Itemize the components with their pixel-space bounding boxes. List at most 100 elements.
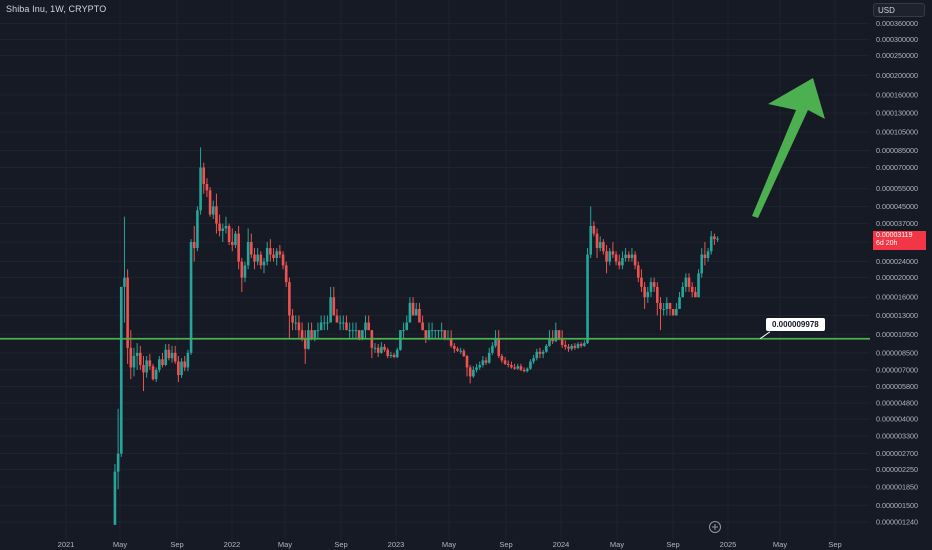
candle bbox=[386, 347, 390, 359]
candle bbox=[579, 342, 583, 348]
candle bbox=[538, 347, 542, 359]
candle bbox=[503, 357, 507, 366]
candle bbox=[408, 297, 412, 323]
candle bbox=[345, 315, 348, 331]
candle bbox=[399, 330, 402, 351]
price-axis[interactable]: 0.000360000 0.000300000 0.000250000 0.00020… bbox=[870, 0, 932, 550]
candle bbox=[525, 367, 529, 373]
level-label-connector bbox=[759, 331, 771, 340]
candle bbox=[665, 297, 669, 316]
candle bbox=[173, 345, 177, 364]
y-tick-label: 0.000020000 bbox=[876, 273, 918, 282]
candle bbox=[303, 330, 307, 364]
candle bbox=[602, 239, 605, 255]
candle bbox=[694, 286, 697, 298]
candle bbox=[278, 244, 282, 259]
y-tick-label: 0.000001500 bbox=[876, 501, 918, 510]
candle bbox=[713, 233, 716, 245]
candle bbox=[319, 315, 323, 331]
candle bbox=[576, 342, 580, 349]
x-tick-label: Sep bbox=[170, 540, 183, 549]
candle bbox=[592, 221, 596, 237]
candle bbox=[414, 302, 418, 316]
candle bbox=[262, 258, 266, 274]
y-tick-label: 0.000013000 bbox=[876, 311, 918, 320]
candle bbox=[541, 349, 545, 359]
candle bbox=[424, 330, 428, 344]
candle bbox=[586, 248, 589, 344]
plus-circle-icon[interactable] bbox=[709, 521, 721, 533]
candle bbox=[148, 353, 152, 370]
candle bbox=[224, 216, 228, 234]
candle bbox=[288, 277, 291, 339]
candle bbox=[430, 322, 434, 339]
candle bbox=[500, 353, 504, 363]
y-tick-label: 0.000070000 bbox=[876, 163, 918, 172]
candle bbox=[522, 367, 526, 373]
candle bbox=[180, 358, 183, 378]
candle bbox=[272, 248, 275, 262]
candle bbox=[265, 242, 269, 266]
candle bbox=[468, 365, 472, 384]
candle bbox=[690, 282, 694, 298]
y-tick-label: 0.000105000 bbox=[876, 127, 918, 136]
candle bbox=[427, 322, 431, 341]
candle bbox=[202, 162, 206, 194]
y-tick-label: 0.000003300 bbox=[876, 431, 918, 440]
candle bbox=[161, 352, 164, 368]
y-tick-label: 0.000004800 bbox=[876, 399, 918, 408]
x-tick-label: 2024 bbox=[553, 540, 570, 549]
candle bbox=[392, 352, 396, 359]
candle bbox=[116, 408, 120, 490]
x-tick-label: 2023 bbox=[388, 540, 405, 549]
candle bbox=[703, 242, 707, 266]
candle bbox=[227, 223, 231, 245]
candle bbox=[598, 236, 602, 252]
candle bbox=[510, 361, 513, 369]
candle bbox=[659, 297, 662, 331]
candle-series bbox=[113, 147, 719, 525]
candle bbox=[380, 342, 383, 354]
candle bbox=[633, 251, 637, 270]
candle bbox=[668, 302, 672, 316]
currency-selector[interactable]: USD bbox=[873, 3, 925, 17]
candle bbox=[678, 291, 681, 309]
candle bbox=[211, 200, 215, 219]
last-price-value: 0.00003119 bbox=[876, 232, 913, 239]
candle bbox=[497, 330, 501, 359]
candle bbox=[535, 348, 539, 361]
candle bbox=[164, 343, 167, 367]
y-tick-label: 0.000045000 bbox=[876, 202, 918, 211]
candle bbox=[687, 273, 691, 292]
candle bbox=[405, 315, 409, 331]
y-tick-label: 0.000360000 bbox=[876, 19, 918, 28]
candle bbox=[132, 347, 136, 377]
candle bbox=[608, 248, 612, 266]
candle bbox=[453, 343, 456, 353]
candle bbox=[627, 251, 631, 262]
candle bbox=[652, 277, 656, 292]
candle bbox=[322, 315, 326, 331]
x-tick-label: May bbox=[773, 540, 787, 549]
candle bbox=[621, 251, 624, 270]
time-axis[interactable]: 2021 May Sep 2022 May Sep 2023 May Sep 2024 May Sep… bbox=[0, 540, 870, 550]
price-axis-background bbox=[870, 0, 932, 550]
candle bbox=[675, 302, 678, 316]
candle bbox=[183, 355, 187, 372]
bar-countdown: 6d 20h bbox=[876, 240, 898, 247]
candle bbox=[662, 302, 665, 316]
candle bbox=[671, 308, 675, 316]
candle bbox=[418, 302, 421, 323]
candle bbox=[170, 345, 174, 363]
candle bbox=[208, 187, 212, 217]
x-tick-label: 2025 bbox=[720, 540, 737, 549]
level-price-label[interactable]: 0.000009978 bbox=[766, 318, 825, 331]
candle bbox=[316, 322, 320, 339]
candle bbox=[545, 343, 548, 353]
candle bbox=[310, 322, 313, 341]
x-tick-label: May bbox=[113, 540, 127, 549]
candle bbox=[335, 308, 339, 323]
candle bbox=[192, 225, 196, 262]
candle bbox=[243, 261, 247, 283]
